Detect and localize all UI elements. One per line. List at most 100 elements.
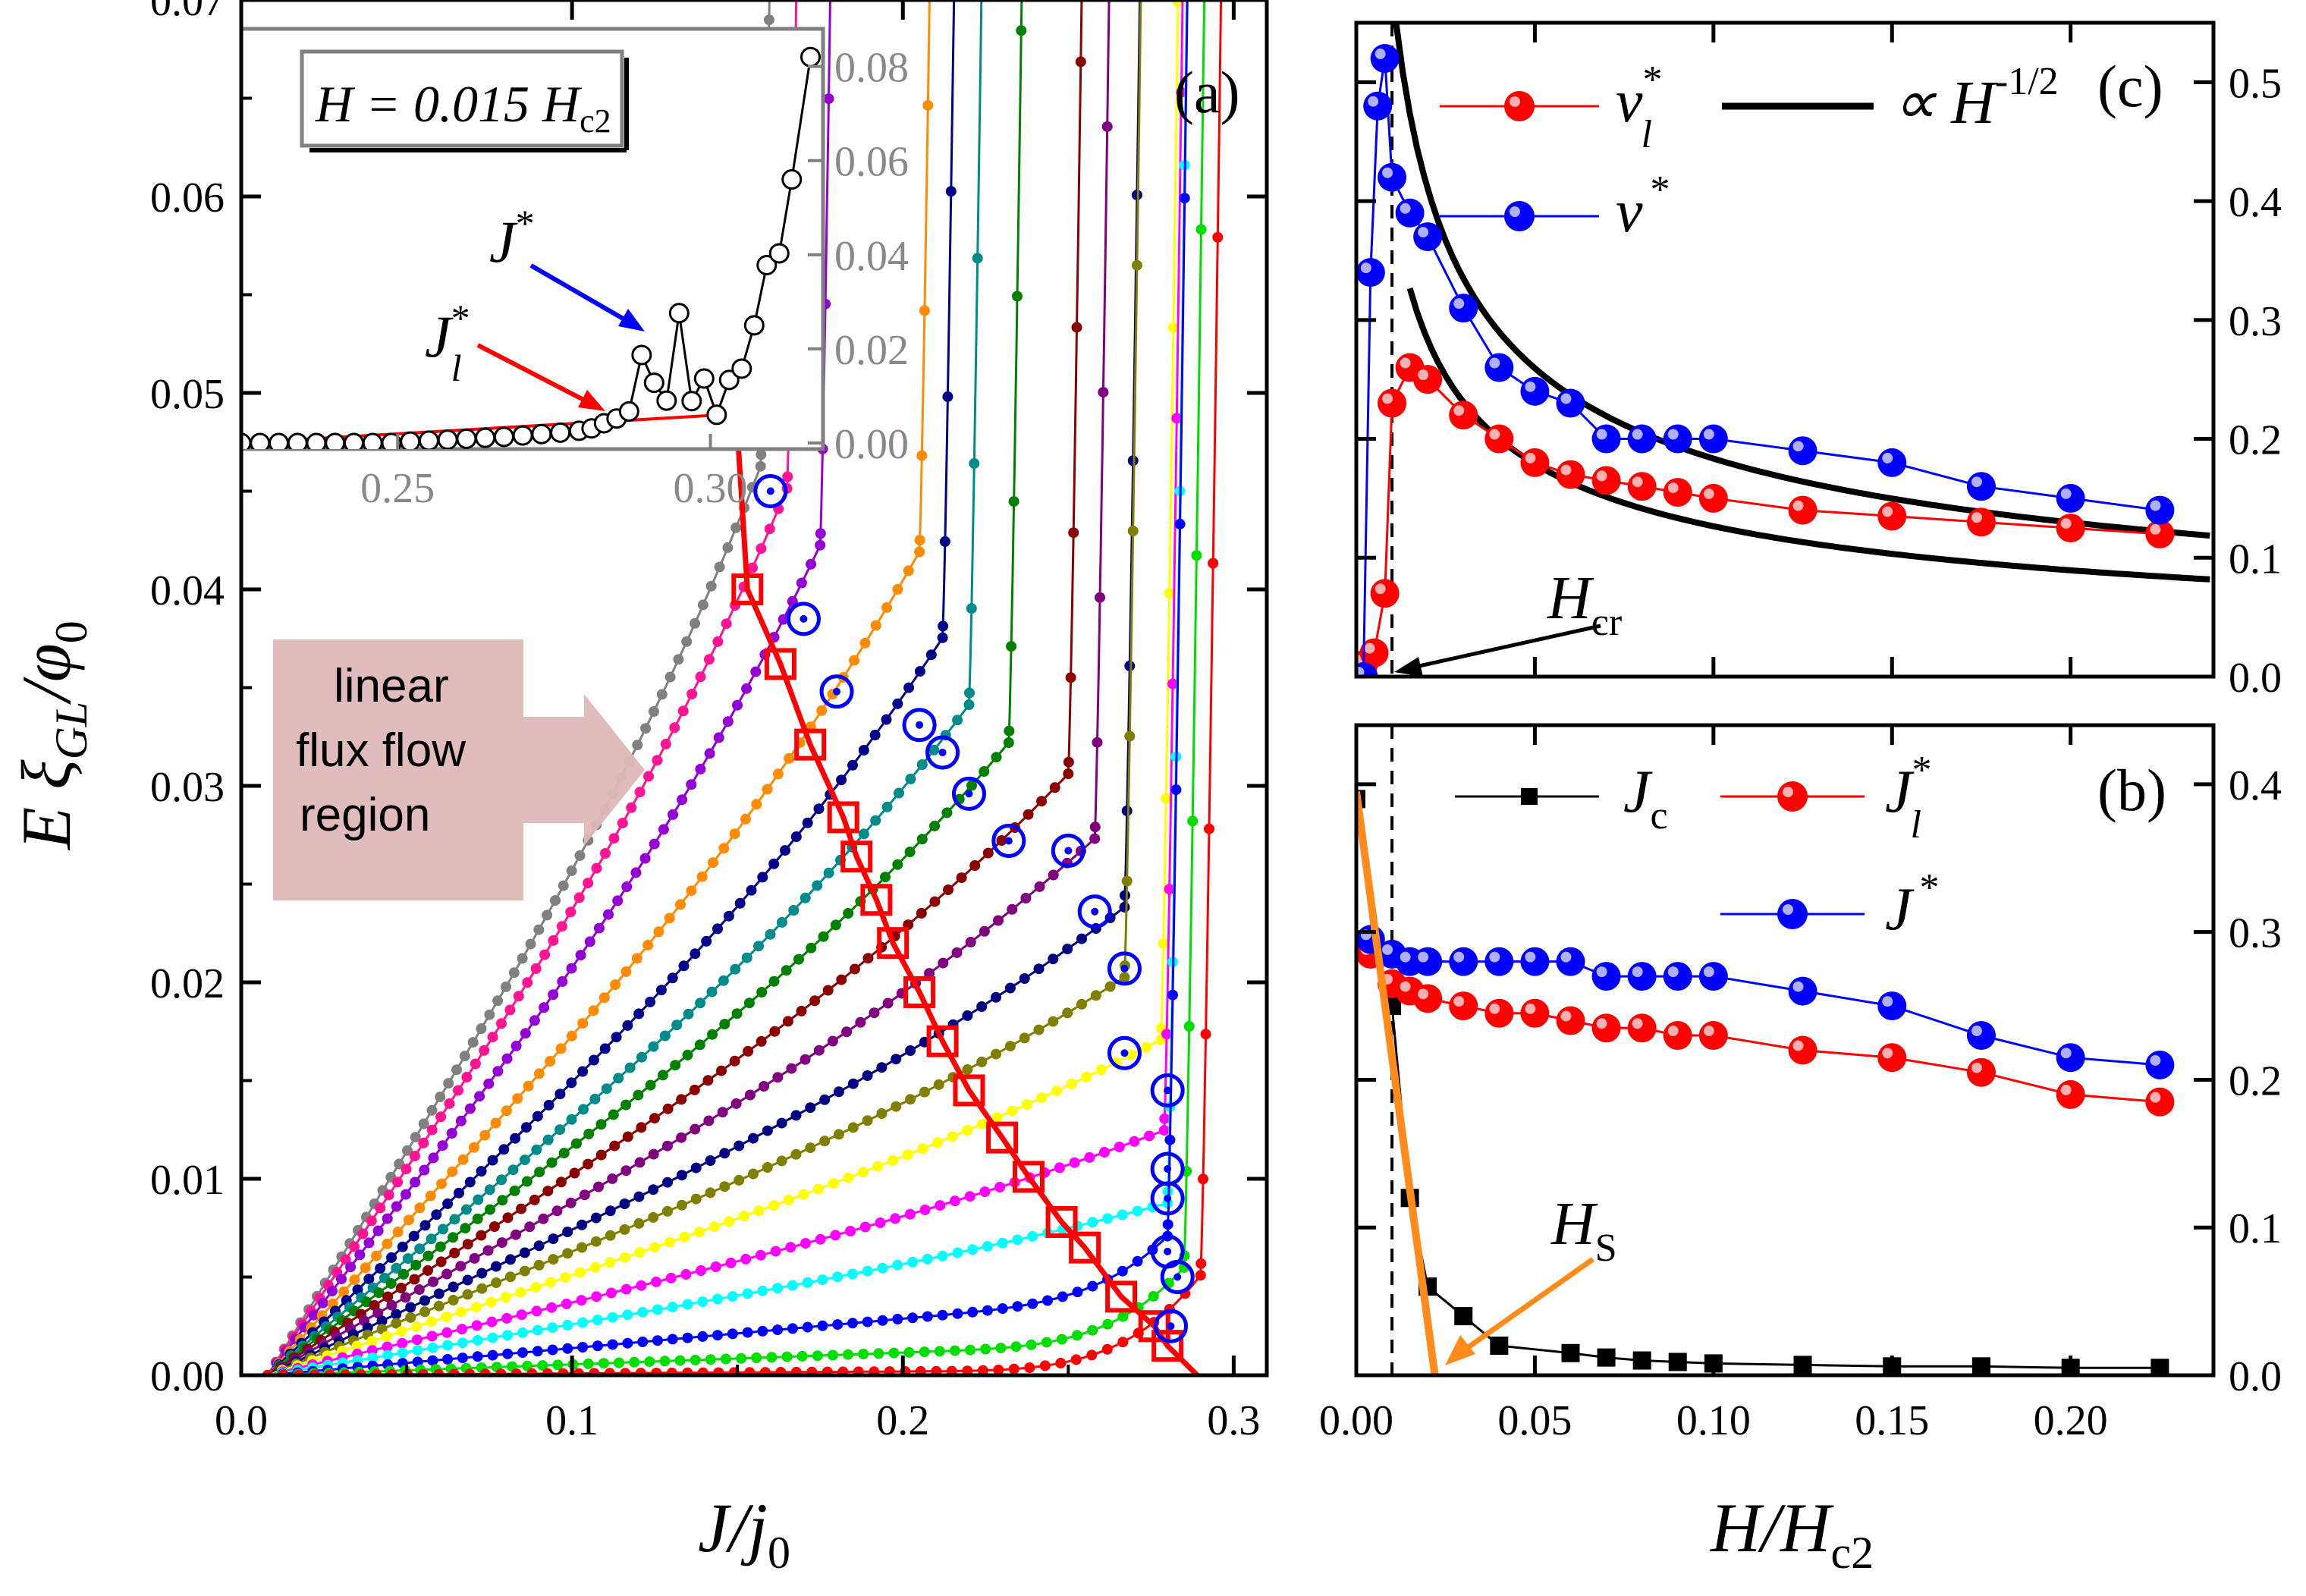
ej-point <box>590 1212 602 1224</box>
inset-point <box>400 431 421 449</box>
ej-point <box>510 1133 521 1144</box>
ej-point <box>566 1030 577 1041</box>
ej-point <box>613 1073 624 1084</box>
ej-point <box>501 1312 513 1324</box>
ej-point <box>756 543 767 555</box>
ej-point <box>498 1144 510 1155</box>
jc-point <box>1632 1351 1651 1370</box>
ej-point <box>636 1051 647 1063</box>
ej-point <box>880 872 891 883</box>
ej-point <box>888 1155 899 1166</box>
inset-point <box>550 422 571 443</box>
ej-point <box>674 1355 686 1366</box>
ej-point <box>746 884 757 896</box>
ej-point <box>929 896 941 907</box>
ej-point <box>869 1366 880 1375</box>
v-star-highlight <box>2150 500 2161 511</box>
ej-point <box>1174 518 1186 529</box>
ej-point <box>741 952 752 963</box>
ej-point <box>566 865 577 876</box>
ej-point <box>1084 1151 1095 1163</box>
ej-point <box>460 1204 472 1215</box>
ej-point <box>813 1045 825 1056</box>
ej-point <box>734 1140 745 1151</box>
ej-point <box>755 460 766 472</box>
ej-point <box>308 1309 319 1321</box>
vl-star-highlight <box>1632 476 1643 488</box>
ej-point <box>1027 1298 1038 1309</box>
ej-point <box>772 768 784 780</box>
ej-point <box>610 979 621 991</box>
ej-point <box>741 683 752 694</box>
ej-point <box>1164 884 1175 895</box>
ej-point <box>1070 1354 1082 1365</box>
ej-point <box>410 1132 421 1143</box>
ej-point <box>555 1177 567 1188</box>
ej-point <box>447 1166 458 1177</box>
ej-point <box>833 1129 844 1140</box>
ej-point <box>566 963 577 974</box>
vl-star-point <box>1788 495 1817 525</box>
jl-star-highlight <box>1596 1018 1607 1029</box>
ej-point <box>529 1015 540 1026</box>
ej-point <box>532 1346 543 1357</box>
ej-point <box>705 580 717 592</box>
ej-point <box>435 1111 447 1123</box>
ej-point <box>952 715 963 726</box>
ej-point <box>809 995 821 1007</box>
ej-point <box>882 998 894 1009</box>
ej-point <box>678 960 690 972</box>
inset-point <box>475 427 496 448</box>
ej-point <box>705 1155 716 1166</box>
ej-point <box>1048 869 1059 881</box>
ej-point <box>547 1322 558 1334</box>
ej-point <box>729 1055 740 1067</box>
ej-point <box>502 1330 514 1341</box>
ej-point <box>806 558 817 570</box>
ej-point <box>730 522 742 533</box>
ej-point <box>827 1349 838 1361</box>
ej-point <box>1159 1113 1170 1124</box>
ej-point <box>1062 944 1073 954</box>
ej-point <box>802 1321 813 1333</box>
ej-point <box>1016 25 1027 36</box>
ej-point <box>942 391 954 402</box>
j-star-highlight <box>1971 1026 1982 1037</box>
ej-point <box>819 1136 831 1147</box>
ej-point <box>822 1366 833 1375</box>
ej-point <box>428 1152 439 1164</box>
j-star-circle <box>1107 951 1142 986</box>
panel-b-xtick: 0.20 <box>2034 1397 2108 1444</box>
ej-point <box>843 1172 854 1183</box>
j-star-circle <box>991 824 1026 859</box>
ej-point <box>783 1195 794 1205</box>
ej-point <box>768 976 780 987</box>
ej-point <box>491 1261 502 1272</box>
ej-point <box>461 1072 473 1082</box>
panel-c: 0.0 0.1 0.2 0.3 0.4 0.5 (c) v* l v * ∝ H-1/2 Hc… <box>1354 20 2282 702</box>
ej-point <box>696 1265 707 1276</box>
panel-b-xtick: 0.00 <box>1319 1397 1393 1444</box>
ej-point <box>496 1237 507 1249</box>
ej-point <box>631 953 642 964</box>
jl-star-point <box>1413 984 1443 1013</box>
ej-point <box>381 1331 392 1342</box>
ej-point <box>590 1236 602 1247</box>
ej-point <box>620 1099 632 1111</box>
v-star-point <box>1484 353 1514 382</box>
ej-point <box>542 910 553 921</box>
vl-star-highlight <box>1418 369 1429 381</box>
panel-b-xtick: 0.10 <box>1676 1397 1751 1444</box>
ej-point <box>644 1356 655 1368</box>
j-star-highlight <box>1560 951 1572 963</box>
j-star-highlight <box>1400 951 1411 963</box>
ej-point <box>375 1263 386 1274</box>
j-star-highlight <box>1453 951 1465 963</box>
ej-point <box>391 1318 402 1329</box>
ej-point <box>519 1155 530 1166</box>
ej-point <box>718 843 730 854</box>
v-star-point <box>1663 424 1692 454</box>
ej-point <box>697 599 708 611</box>
ej-point <box>397 1337 408 1349</box>
ej-point <box>497 1195 508 1206</box>
